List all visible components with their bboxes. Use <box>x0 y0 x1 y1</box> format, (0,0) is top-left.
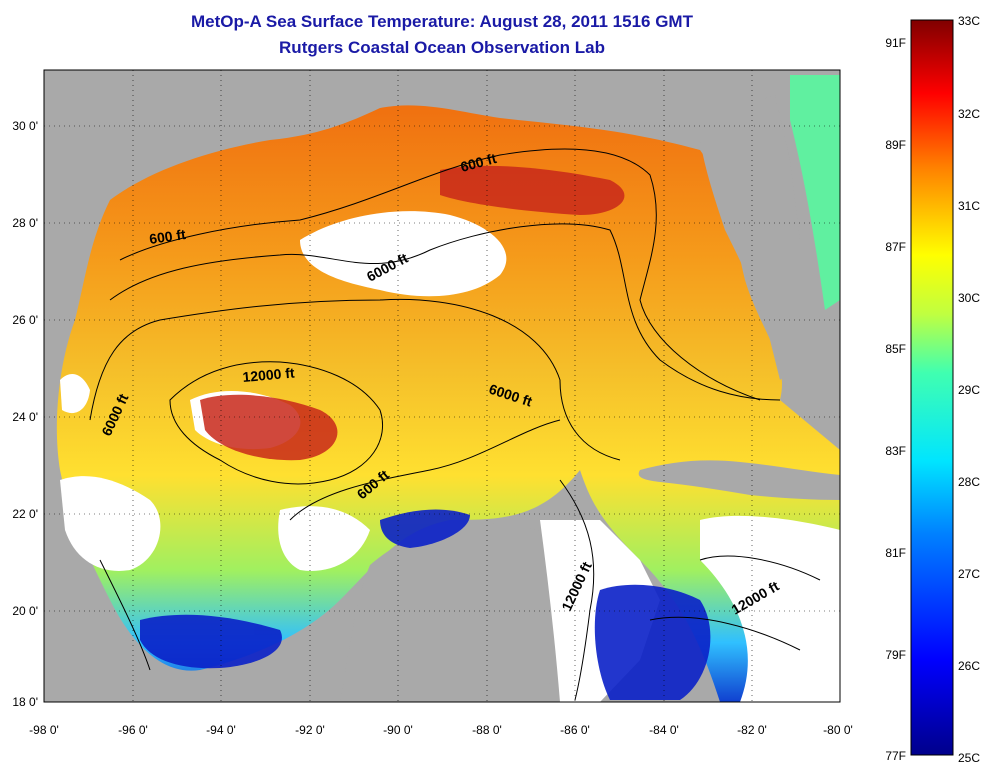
map-title: MetOp-A Sea Surface Temperature: August … <box>191 12 693 31</box>
colorbar-fahrenheit-labels: 91F 89F 87F 85F 83F 81F 79F 77F <box>885 36 906 763</box>
y-tick-label: 30 0' <box>12 119 38 133</box>
colorbar-label-f: 81F <box>885 546 906 560</box>
x-tick-label: -94 0' <box>206 723 236 737</box>
grid-lines <box>44 70 840 702</box>
x-tick-label: -84 0' <box>649 723 679 737</box>
bathymetry-contours <box>89 148 821 701</box>
colorbar-label-f: 87F <box>885 240 906 254</box>
y-tick-label: 28 0' <box>12 216 38 230</box>
contour-label: 12000 ft <box>242 364 296 385</box>
y-tick-label: 20 0' <box>12 604 38 618</box>
colorbar-celsius-labels: 33C 32C 31C 30C 29C 28C 27C 26C 25C <box>958 14 980 765</box>
cuba-land <box>638 460 840 500</box>
y-axis: 30 0' 28 0' 26 0' 24 0' 22 0' 20 0' 18 0… <box>12 119 38 709</box>
x-tick-label: -92 0' <box>295 723 325 737</box>
colorbar-label-c: 25C <box>958 751 980 765</box>
colorbar-label-c: 28C <box>958 475 980 489</box>
colorbar-label-f: 85F <box>885 342 906 356</box>
x-tick-label: -80 0' <box>823 723 853 737</box>
colorbar <box>910 19 954 756</box>
y-tick-label: 18 0' <box>12 695 38 709</box>
colorbar-label-f: 77F <box>885 749 906 763</box>
gulf-water <box>56 105 840 702</box>
colorbar-label-c: 29C <box>958 383 980 397</box>
yucatan-land <box>340 523 575 702</box>
warm-cores <box>200 165 625 461</box>
colorbar-label-f: 79F <box>885 648 906 662</box>
colorbar-label-f: 83F <box>885 444 906 458</box>
atlantic-water <box>790 75 840 310</box>
y-tick-label: 24 0' <box>12 410 38 424</box>
colorbar-label-c: 27C <box>958 567 980 581</box>
colorbar-label-c: 33C <box>958 14 980 28</box>
y-tick-label: 22 0' <box>12 507 38 521</box>
colorbar-label-c: 30C <box>958 291 980 305</box>
colorbar-label-f: 91F <box>885 36 906 50</box>
cool-patches <box>140 509 711 700</box>
x-tick-label: -98 0' <box>29 723 59 737</box>
x-axis: -98 0' -96 0' -94 0' -92 0' -90 0' -88 0… <box>29 723 853 737</box>
map-frame <box>43 69 841 703</box>
x-tick-label: -82 0' <box>737 723 767 737</box>
florida-land <box>700 95 805 380</box>
x-tick-label: -88 0' <box>472 723 502 737</box>
x-tick-label: -86 0' <box>560 723 590 737</box>
colorbar-label-c: 32C <box>958 107 980 121</box>
contour-label: 600 ft <box>148 226 187 247</box>
colorbar-label-f: 89F <box>885 138 906 152</box>
y-tick-label: 26 0' <box>12 313 38 327</box>
x-tick-label: -96 0' <box>118 723 148 737</box>
colorbar-label-c: 31C <box>958 199 980 213</box>
map-subtitle: Rutgers Coastal Ocean Observation Lab <box>279 38 605 57</box>
colorbar-label-c: 26C <box>958 659 980 673</box>
x-tick-label: -90 0' <box>383 723 413 737</box>
